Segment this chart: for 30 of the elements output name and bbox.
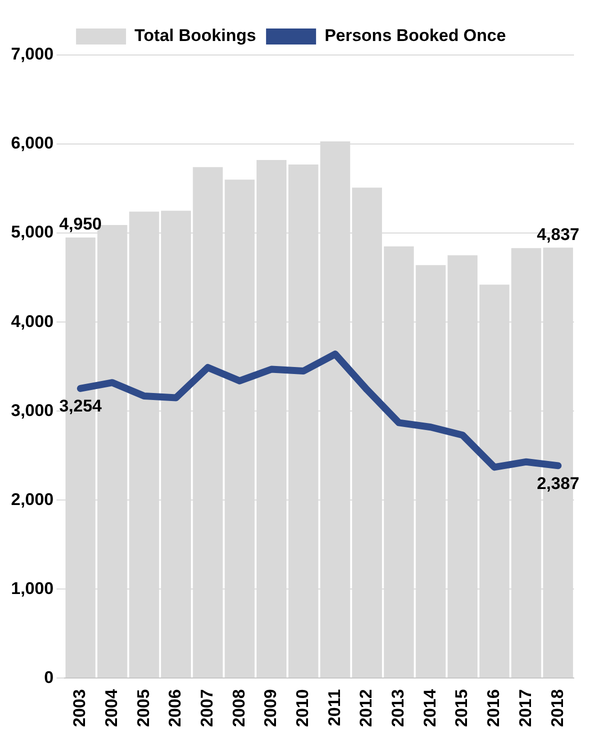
x-tick-label: 2017	[516, 689, 535, 728]
x-tick-label: 2009	[261, 689, 280, 728]
x-tick-label: 2004	[102, 688, 121, 728]
x-tick-label: 2011	[324, 689, 344, 726]
y-tick-label: 1,000	[10, 578, 54, 598]
x-tick-label: 2005	[134, 689, 153, 728]
x-tick-label: 2007	[198, 689, 217, 728]
x-tick-label: 2003	[70, 689, 90, 728]
y-tick-label: 2,000	[10, 490, 54, 509]
legend-label: Persons Booked Once	[324, 26, 506, 46]
data-label: 4,837	[536, 224, 580, 244]
x-tick-label: 2018	[548, 689, 567, 728]
data-label: 3,254	[59, 396, 102, 416]
x-tick-label: 2016	[484, 689, 504, 728]
x-tick-label: 2006	[166, 689, 185, 728]
y-tick-label: 5,000	[10, 222, 54, 242]
x-tick-label: 2010	[293, 689, 312, 728]
x-tick-label: 2015	[452, 689, 472, 728]
x-tick-label: 2013	[388, 689, 408, 728]
y-tick-label: 3,000	[10, 400, 54, 420]
x-tick-label: 2012	[356, 689, 376, 728]
x-tick-label: 2014	[420, 688, 440, 728]
data-label: 2,387	[536, 474, 580, 493]
y-tick-label: 4,000	[10, 312, 54, 331]
y-tick-label: 0	[44, 668, 54, 687]
y-tick-label: 6,000	[10, 134, 54, 153]
y-tick-label: 7,000	[10, 44, 54, 64]
x-tick-label: 2008	[229, 689, 248, 728]
data-label: 4,950	[59, 214, 102, 234]
legend-label: Total Bookings	[134, 26, 256, 46]
